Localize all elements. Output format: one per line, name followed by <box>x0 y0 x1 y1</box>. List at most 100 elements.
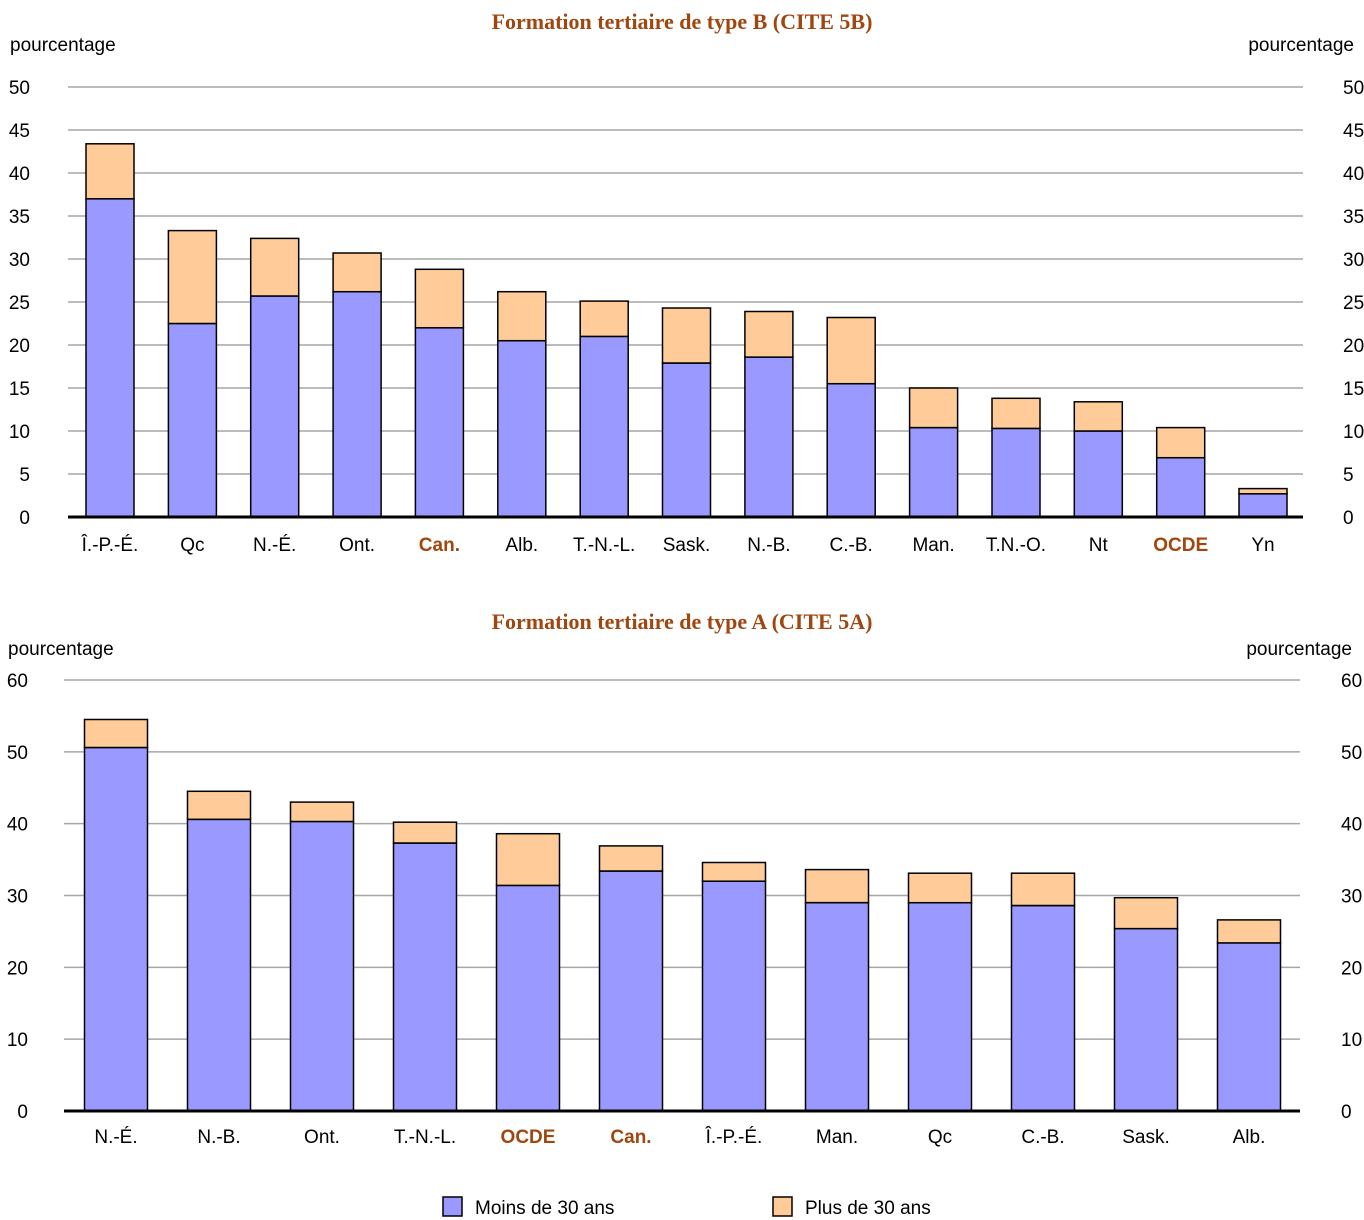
y-tick-label-left: 30 <box>7 887 28 908</box>
y-tick-label-left: 35 <box>9 207 30 228</box>
bar-segment-under-30 <box>744 356 794 518</box>
y-tick-label-right: 30 <box>1341 887 1362 908</box>
x-category-label: T.-N.-L. <box>394 1127 456 1148</box>
bar-segment-over-30 <box>85 143 135 200</box>
y-tick-label-left: 10 <box>9 422 30 443</box>
y-tick-label-left: 60 <box>7 671 28 692</box>
x-category-label: Can. <box>419 535 460 556</box>
bar-segment-over-30 <box>1155 426 1206 459</box>
chart-type-b: Formation tertiaire de type B (CITE 5B) … <box>9 9 1364 556</box>
bar-segment-under-30 <box>167 322 218 518</box>
legend-label-over-30: Plus de 30 ans <box>805 1198 931 1219</box>
bar-segment-over-30 <box>701 861 767 882</box>
bar-segment-over-30 <box>392 821 458 844</box>
x-category-label: T.-N.-L. <box>573 535 635 556</box>
y-tick-label-right: 60 <box>1341 671 1362 692</box>
x-category-label: Ont. <box>339 535 375 556</box>
bar-segment-under-30 <box>414 327 465 518</box>
y-tick-label-left: 30 <box>9 250 30 271</box>
bar-segment-over-30 <box>249 237 300 297</box>
y-tick-label-right: 35 <box>1343 207 1364 228</box>
bar-segment-under-30 <box>1238 493 1288 518</box>
y-axis-label-right: pourcentage <box>1246 639 1352 660</box>
y-tick-label-left: 40 <box>9 164 30 185</box>
y-tick-label-right: 15 <box>1343 379 1364 400</box>
bars <box>83 718 1282 1112</box>
bar-segment-over-30 <box>991 397 1041 430</box>
y-tick-label-left: 50 <box>7 743 28 764</box>
bar-segment-over-30 <box>1073 401 1124 432</box>
y-tick-label-right: 0 <box>1341 1102 1352 1123</box>
x-category-label: C.-B. <box>830 535 873 556</box>
bar-segment-over-30 <box>1216 919 1282 944</box>
gridlines <box>64 679 1300 1040</box>
y-tick-label-left: 40 <box>7 815 28 836</box>
x-category-label: Alb. <box>1233 1127 1266 1148</box>
x-category-label: Qc <box>180 535 204 556</box>
y-tick-label-right: 50 <box>1343 78 1364 99</box>
x-category-label: Yn <box>1251 535 1274 556</box>
x-category-label: OCDE <box>1153 535 1208 556</box>
x-category-label: Î.-P.-É. <box>705 1126 763 1148</box>
x-category-label: Man. <box>816 1127 858 1148</box>
y-axis-label-left: pourcentage <box>10 35 116 56</box>
bar-segment-over-30 <box>497 290 547 342</box>
x-category-label: Ont. <box>304 1127 340 1148</box>
bar-segment-over-30 <box>414 268 465 329</box>
y-tick-label-left: 15 <box>9 379 30 400</box>
bar-segment-under-30 <box>991 427 1041 518</box>
bar-segment-over-30 <box>1238 487 1288 495</box>
y-tick-label-right: 10 <box>1343 422 1364 443</box>
bar-segment-under-30 <box>392 842 458 1112</box>
bar-segment-under-30 <box>83 746 149 1112</box>
x-category-label: C.-B. <box>1021 1127 1064 1148</box>
bar-segment-over-30 <box>332 252 382 293</box>
bar-segment-over-30 <box>579 300 629 338</box>
x-category-label: N.-É. <box>253 535 296 556</box>
bar-segment-under-30 <box>249 295 300 518</box>
bar-segment-under-30 <box>1010 904 1076 1112</box>
x-category-label: N.-B. <box>197 1127 240 1148</box>
legend-label-under-30: Moins de 30 ans <box>475 1198 614 1219</box>
bar-segment-over-30 <box>908 387 959 429</box>
y-tick-label-left: 20 <box>7 958 28 979</box>
bar-segment-under-30 <box>289 820 355 1112</box>
bar-segment-under-30 <box>598 870 664 1112</box>
y-ticks: 0 0 5 5 10 10 15 15 20 20 25 25 30 30 35 35 40 40 45 45 50 50 <box>9 78 1364 529</box>
y-tick-label-right: 30 <box>1343 250 1364 271</box>
legend-swatch-over-30 <box>772 1196 793 1217</box>
bar-segment-over-30 <box>83 718 149 749</box>
bar-segment-under-30 <box>332 290 382 518</box>
x-category-label: Sask. <box>663 535 711 556</box>
bar-segment-under-30 <box>908 426 959 518</box>
bar-segment-under-30 <box>907 901 973 1112</box>
bar-segment-over-30 <box>744 310 794 358</box>
bar-segment-over-30 <box>289 801 355 823</box>
y-tick-label-right: 45 <box>1343 121 1364 142</box>
bar-segment-under-30 <box>661 362 712 518</box>
bar-segment-over-30 <box>907 872 973 904</box>
y-tick-label-right: 10 <box>1341 1030 1362 1051</box>
y-ticks: 0 0 10 10 20 20 30 30 40 40 50 50 60 60 <box>7 671 1362 1123</box>
x-category-label: Man. <box>912 535 954 556</box>
bar-segment-over-30 <box>826 316 876 385</box>
y-axis-label-left: pourcentage <box>8 639 114 660</box>
y-tick-label-right: 5 <box>1343 465 1354 486</box>
x-category-label: N.-É. <box>94 1127 137 1148</box>
y-axis-label-right: pourcentage <box>1248 35 1354 56</box>
chart-type-a: Formation tertiaire de type A (CITE 5A) … <box>7 609 1362 1148</box>
chart-title: Formation tertiaire de type A (CITE 5A) <box>492 609 873 634</box>
bar-segment-under-30 <box>1113 927 1179 1112</box>
y-tick-label-left: 5 <box>19 465 30 486</box>
y-tick-label-left: 25 <box>9 293 30 314</box>
bar-segment-under-30 <box>579 335 629 518</box>
bar-segment-over-30 <box>167 229 218 325</box>
bar-segment-under-30 <box>186 818 252 1112</box>
legend: Moins de 30 ans Plus de 30 ans <box>442 1196 931 1219</box>
bar-segment-under-30 <box>497 339 547 518</box>
x-category-label: Nt <box>1089 535 1109 556</box>
bar-segment-under-30 <box>1216 942 1282 1112</box>
bar-segment-over-30 <box>804 868 870 904</box>
bar-segment-under-30 <box>701 880 767 1112</box>
